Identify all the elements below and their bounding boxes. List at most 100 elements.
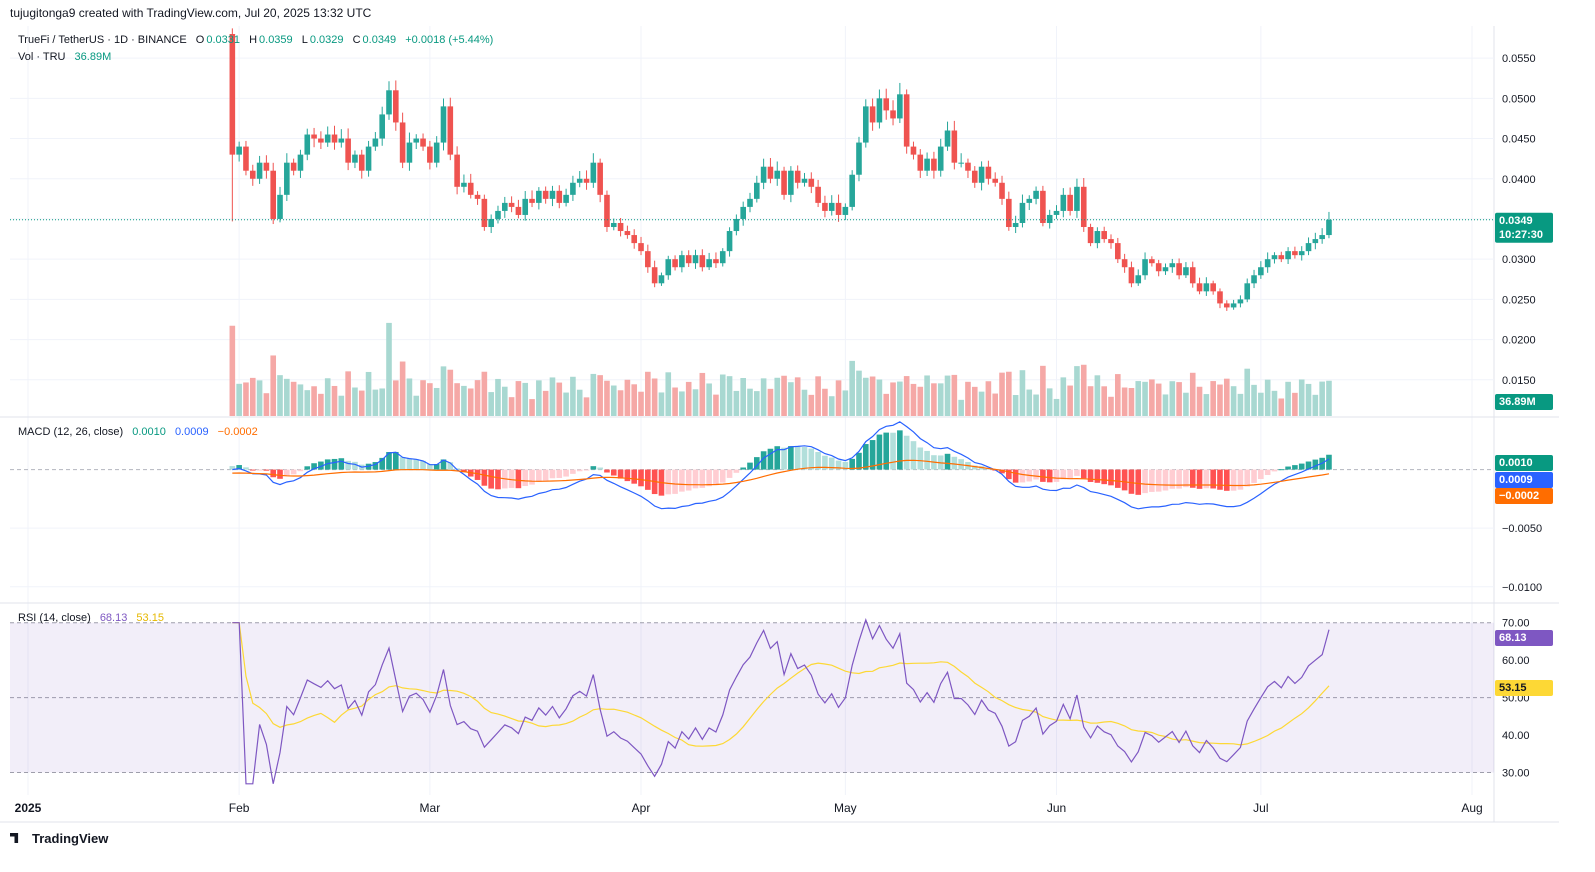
candle-body <box>447 106 454 155</box>
macd-hist-value: 0.0010 <box>132 426 166 438</box>
candle-body <box>590 162 597 183</box>
volume-bar <box>324 378 331 416</box>
macd-label[interactable]: MACD (12, 26, close) <box>18 426 124 438</box>
macd-histogram-bar <box>679 469 685 492</box>
candle-body <box>338 138 345 143</box>
macd-histogram-bar <box>1237 469 1244 490</box>
candle-body <box>1319 235 1325 240</box>
macd-histogram-bar <box>249 469 256 471</box>
rsi-badge-text: 68.13 <box>1499 632 1527 644</box>
rsi-badge: 68.13 <box>1495 630 1553 646</box>
volume-bar <box>1217 384 1223 416</box>
volume-bar <box>815 376 821 416</box>
macd-histogram-bar <box>1230 469 1237 491</box>
candle-body <box>971 170 978 183</box>
macd-histogram-bar <box>522 469 529 487</box>
volume-bar <box>822 388 828 416</box>
macd-histogram-bar <box>924 450 930 470</box>
candle-body <box>794 170 801 183</box>
tradingview-logo[interactable]: TradingView <box>10 831 108 846</box>
volume-bar <box>556 382 563 416</box>
volume-bar <box>1196 386 1203 416</box>
macd-histogram-bar <box>897 430 903 470</box>
candle-body <box>454 154 460 187</box>
candle-body <box>1237 299 1244 304</box>
volume-bar <box>1285 381 1291 416</box>
macd-histogram-bar <box>1285 466 1291 470</box>
symbol-label[interactable]: TrueFi / TetherUS · 1D · BINANCE <box>18 34 187 46</box>
volume-bar <box>563 392 569 416</box>
macd-histogram-bar <box>420 460 426 470</box>
candle-body <box>726 231 733 252</box>
candle-body <box>1019 202 1026 223</box>
candle-body <box>713 259 719 264</box>
candle-body <box>1087 227 1094 244</box>
macd-histogram-bar <box>324 459 331 470</box>
volume-bar <box>672 387 678 416</box>
macd-histogram-bar <box>1108 469 1114 486</box>
volume-badge: 36.89M <box>1495 394 1553 410</box>
tradingview-logo-icon <box>10 833 19 843</box>
candle-body <box>781 170 787 195</box>
volume-bar <box>522 382 529 416</box>
macd-histogram-bar <box>1305 461 1312 470</box>
volume-bar <box>386 322 392 416</box>
rsi-ma-badge: 53.15 <box>1495 680 1553 696</box>
volume-bar <box>1292 392 1298 416</box>
candle-body <box>1080 186 1087 228</box>
macd-histogram-bar <box>1067 469 1073 480</box>
volume-label[interactable]: Vol · TRU <box>18 51 66 63</box>
price-axis[interactable]: 2025 Feb Mar Apr May Jun Jul Aug 0.0550 0.0500 0.0… <box>15 53 1542 815</box>
volume-bar <box>1019 370 1026 416</box>
volume-bar <box>1033 394 1039 416</box>
candle-body <box>583 178 590 183</box>
candle-body <box>399 122 406 163</box>
macd-hist-badge: 0.0010 <box>1495 455 1553 471</box>
candle-body <box>1108 239 1114 244</box>
candle-body <box>869 106 876 123</box>
candle-body <box>243 146 249 171</box>
volume-bar <box>1264 379 1271 416</box>
macd-histogram-bar <box>304 466 311 470</box>
candle-body <box>719 251 726 264</box>
candle-body <box>828 202 835 211</box>
y-tick-label: −0.0050 <box>1502 523 1542 535</box>
volume-bar <box>284 378 290 416</box>
volume-bar <box>331 385 338 416</box>
candle-body <box>801 178 808 183</box>
volume-bar <box>774 377 781 416</box>
macd-histogram-bar <box>1292 465 1298 470</box>
candle-body <box>1210 283 1216 292</box>
macd-legend: MACD (12, 26, close) 0.0010 0.0009 −0.00… <box>18 426 260 438</box>
volume-bar <box>508 397 515 416</box>
candle-body <box>284 162 290 195</box>
volume-bar <box>1067 385 1073 416</box>
macd-line-value: 0.0009 <box>174 426 209 438</box>
candle-body <box>1135 275 1142 284</box>
candle-body <box>931 158 937 171</box>
candle-body <box>542 190 549 199</box>
volume-bar <box>951 374 958 416</box>
volume-bar <box>1312 394 1319 416</box>
volume-bar <box>1203 394 1210 416</box>
y-tick-label: 0.0300 <box>1502 254 1536 266</box>
volume-bar <box>297 384 304 416</box>
candle-body <box>501 202 508 211</box>
volume-bar <box>1223 378 1230 416</box>
volume-bar <box>229 325 236 416</box>
candle-body <box>638 243 644 252</box>
volume-bar <box>270 355 277 416</box>
volume-bar <box>440 366 447 416</box>
candle-body <box>1196 283 1203 292</box>
candle-body <box>420 138 426 147</box>
macd-histogram-bar <box>515 469 522 489</box>
macd-histogram-bar <box>590 466 597 470</box>
macd-signal-value: −0.0002 <box>217 426 258 438</box>
candle-body <box>427 146 433 163</box>
candle-body <box>985 166 992 179</box>
y-tick-label: 0.0250 <box>1502 294 1536 306</box>
candle-body <box>1251 275 1257 284</box>
candle-body <box>1121 259 1128 268</box>
rsi-label[interactable]: RSI (14, close) <box>18 612 91 624</box>
